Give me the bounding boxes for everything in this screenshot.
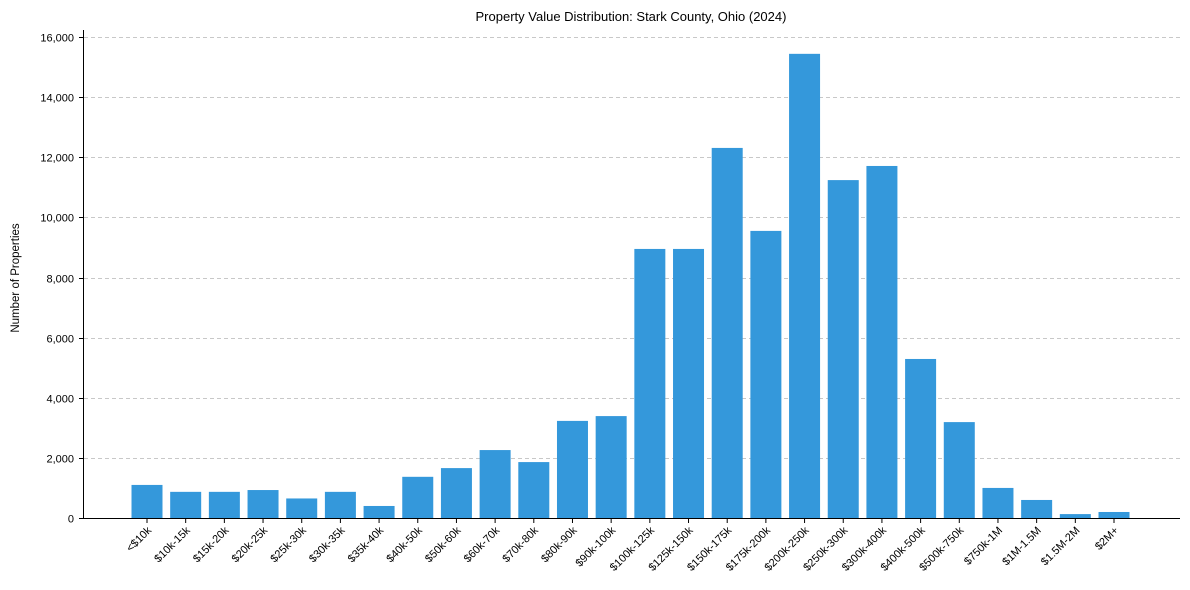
y-tick-label: 14,000 — [40, 93, 74, 105]
bar — [402, 476, 434, 518]
x-tick-label: $15k-20k — [191, 524, 232, 565]
bar — [479, 450, 511, 518]
x-tick-label: $60k-70k — [462, 524, 503, 565]
bar — [982, 487, 1014, 518]
x-tick-label: $750k-1M — [962, 525, 1005, 568]
chart-title: Property Value Distribution: Stark Count… — [476, 9, 787, 24]
bar — [324, 491, 356, 518]
bar — [556, 420, 588, 518]
bar — [750, 230, 782, 518]
x-tick-label: $10k-15k — [152, 524, 193, 565]
bar — [286, 498, 318, 518]
y-tick-label: 12,000 — [40, 153, 74, 165]
bar — [363, 505, 395, 518]
bar — [440, 468, 472, 518]
bar — [518, 462, 550, 518]
bar — [634, 248, 666, 519]
x-tick-label: $1.5M-2M — [1039, 525, 1083, 569]
y-tick-label: 4,000 — [46, 394, 74, 406]
y-axis-label: Number of Properties — [10, 223, 22, 333]
y-tick-label: 2,000 — [46, 454, 74, 466]
bar — [131, 484, 163, 518]
y-tick-label: 6,000 — [46, 334, 74, 346]
bar — [1021, 499, 1053, 518]
x-tick-label: $40k-50k — [384, 524, 425, 565]
x-tick-label: $80k-90k — [539, 524, 580, 565]
x-tick-label: $30k-35k — [307, 524, 348, 565]
y-tick-label: 0 — [68, 514, 74, 526]
x-tick-label: $1M-1.5M — [1000, 525, 1044, 569]
bar — [827, 180, 859, 518]
x-tick-label: $25k-30k — [268, 524, 309, 565]
bar — [905, 358, 937, 518]
x-tick-label: $70k-80k — [500, 524, 541, 565]
x-tick-label: $2M+ — [1093, 525, 1121, 553]
bar — [711, 147, 743, 519]
x-tick-label: $35k-40k — [346, 524, 387, 565]
x-tick-label: $50k-60k — [423, 524, 464, 565]
bar — [1098, 511, 1130, 518]
bar — [943, 422, 975, 518]
bar — [208, 491, 240, 518]
bar — [595, 416, 627, 518]
bar — [247, 490, 279, 518]
bar — [866, 165, 898, 518]
y-tick-label: 10,000 — [40, 213, 74, 225]
bar — [1059, 514, 1091, 518]
bar — [789, 53, 821, 519]
bar — [170, 491, 202, 518]
y-tick-label: 8,000 — [46, 274, 74, 286]
bar — [673, 248, 705, 519]
y-tick-label: 16,000 — [40, 33, 74, 45]
x-tick-label: $20k-25k — [230, 524, 271, 565]
x-tick-label: <$10k — [124, 524, 154, 554]
